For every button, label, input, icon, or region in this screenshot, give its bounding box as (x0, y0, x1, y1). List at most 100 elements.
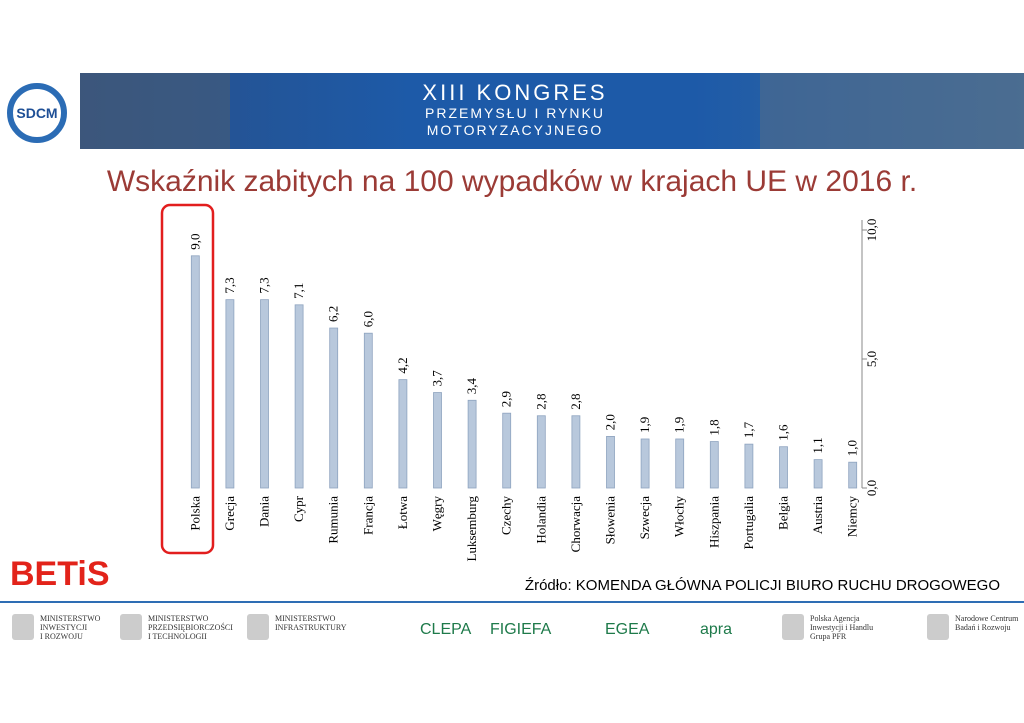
logo-text: Inwestycji i Handlu (810, 623, 873, 632)
logo-text: INWESTYCJI (40, 623, 87, 632)
x-tick-label: Szwecja (637, 496, 652, 540)
bar (467, 399, 477, 489)
logo-text: PRZEDSIĘBIORCZOŚCI (148, 622, 233, 632)
bar (675, 438, 685, 489)
logo-text: FIGIEFA (490, 621, 552, 638)
logo-ring (7, 83, 67, 143)
logo-text: I TECHNOLOGII (148, 632, 207, 641)
x-tick-label: Niemcy (845, 496, 860, 538)
bar (779, 446, 788, 489)
logo-text: INFRASTRUKTURY (275, 623, 347, 632)
x-tick-label: Węgry (430, 496, 445, 532)
value-label: 1,7 (741, 421, 756, 438)
logo-icon (927, 614, 949, 640)
logo-text: EGEA (605, 621, 650, 638)
x-tick-label: Łotwa (395, 496, 410, 529)
value-label: 1,9 (672, 417, 687, 433)
chart-title: Wskaźnik zabitych na 100 wypadków w kraj… (107, 165, 917, 198)
logo-icon (120, 614, 142, 640)
x-tick-label: Austria (810, 496, 825, 535)
logo-text: MINISTERSTWO (40, 614, 101, 623)
value-label: 1,9 (637, 417, 652, 433)
logo-text: Badań i Rozwoju (955, 623, 1011, 632)
value-label: 7,1 (291, 283, 306, 299)
logo-text: I ROZWOJU (40, 632, 83, 641)
x-tick-label: Holandia (533, 496, 548, 544)
bar (813, 459, 823, 489)
bar (502, 412, 512, 489)
x-tick-label: Belgia (776, 496, 791, 530)
bar (294, 304, 304, 489)
value-label: 6,0 (360, 311, 375, 327)
x-tick-label: Włochy (672, 496, 687, 538)
logo-icon (12, 614, 34, 640)
bar (606, 435, 615, 489)
logo-icon (672, 614, 694, 640)
value-label: 3,7 (430, 370, 445, 387)
x-tick-label: Francja (360, 496, 375, 535)
logo-icon (247, 614, 269, 640)
bar (190, 255, 200, 489)
value-label: 3,4 (464, 378, 479, 395)
y-tick-label: 5,0 (864, 351, 879, 367)
banner-line: MOTORYZACYJNEGO (427, 122, 604, 138)
x-tick-label: Dania (257, 496, 272, 527)
banner-line: XIII KONGRES (422, 80, 607, 105)
bar (709, 441, 719, 489)
bar (363, 332, 373, 489)
bar (329, 327, 339, 489)
x-tick-label: Czechy (499, 496, 514, 535)
value-label: 1,6 (776, 424, 791, 441)
banner-line: PRZEMYSŁU I RYNKU (425, 105, 605, 121)
banner-image (80, 73, 230, 149)
logo-text: Grupa PFR (810, 632, 847, 641)
logo-icon (577, 614, 599, 640)
x-tick-label: Luksemburg (464, 496, 479, 562)
value-label: 2,8 (533, 394, 548, 410)
value-label: 1,0 (845, 440, 860, 456)
source: Źródło: KOMENDA GŁÓWNA POLICJI BIURO RUC… (525, 577, 1000, 594)
logo-text: MINISTERSTWO (148, 614, 209, 623)
value-label: 2,0 (603, 414, 618, 430)
logo-text: Polska Agencja (810, 614, 860, 623)
bar (536, 415, 546, 489)
value-label: 6,2 (326, 306, 341, 322)
bar (260, 299, 269, 489)
logo-text: CLEPA (420, 621, 472, 638)
x-tick-label: Rumunia (326, 496, 341, 544)
logo-text: Narodowe Centrum (955, 614, 1019, 623)
x-tick-label: Grecja (222, 496, 237, 531)
banner-image (760, 73, 1024, 149)
x-tick-label: Słowenia (603, 496, 618, 545)
x-tick-label: Polska (187, 496, 202, 531)
value-label: 9,0 (187, 234, 202, 250)
value-label: 7,3 (257, 277, 272, 293)
logo-text: MINISTERSTWO (275, 614, 336, 623)
x-tick-label: Chorwacja (568, 496, 583, 553)
x-tick-label: Hiszpania (706, 496, 721, 548)
value-label: 2,9 (499, 391, 514, 407)
x-tick-label: Cypr (291, 495, 306, 522)
value-label: 7,3 (222, 277, 237, 293)
bar (225, 299, 235, 489)
y-tick-label: 10,0 (864, 219, 879, 242)
logo-icon (782, 614, 804, 640)
highlight-box (160, 203, 215, 555)
y-tick-label: 0,0 (864, 480, 879, 496)
bar (398, 379, 408, 489)
value-label: 4,2 (395, 357, 410, 373)
bar (744, 443, 754, 489)
value-label: 1,8 (706, 419, 721, 435)
bar (848, 461, 858, 489)
logo-icon (392, 614, 414, 640)
bar (433, 392, 442, 489)
value-label: 1,1 (810, 437, 825, 453)
brand: BETiS (10, 555, 110, 593)
bar (571, 415, 581, 489)
value-label: 2,8 (568, 394, 583, 410)
chart: 0,0 5,0 10,0 9,0 Polska 7,3 Grecja 7,3 Dania 7,1 C… (187, 219, 879, 562)
x-tick-label: Portugalia (741, 496, 756, 550)
bar (640, 438, 650, 489)
